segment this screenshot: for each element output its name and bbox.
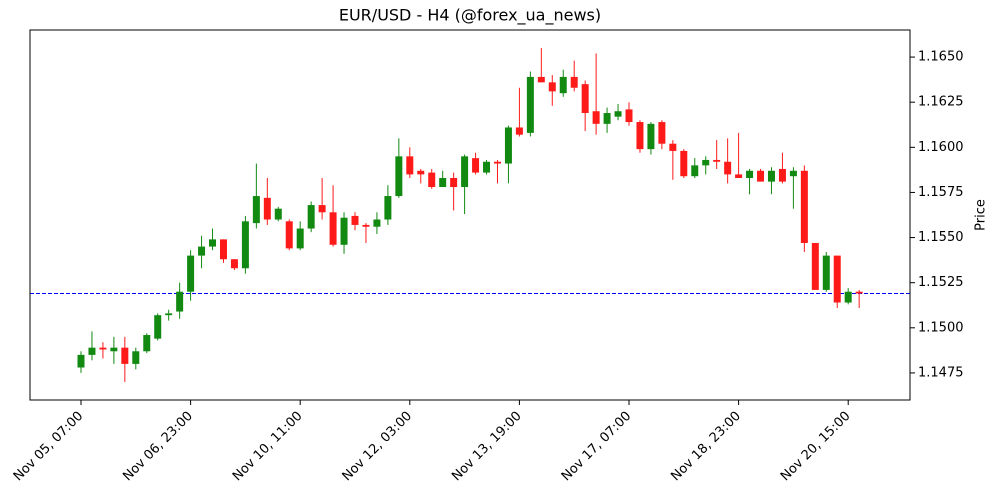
candle-body [833,255,841,303]
candle-body [110,347,118,352]
y-tick-label: 1.1525 [918,275,964,290]
candle-body [439,178,447,188]
candle-body [614,111,622,117]
candle-body [789,170,797,177]
candle-body [669,143,677,151]
candle-body [472,158,480,173]
candle-body [384,196,392,220]
candle-body [307,205,315,229]
y-tick-label: 1.1650 [918,50,964,65]
y-tick-label: 1.1550 [918,230,964,245]
candle-body [680,150,688,177]
candle-body [121,347,129,364]
candle-body [746,170,754,178]
candle-body [88,347,96,355]
candle-body [285,221,293,249]
candle-body [362,224,370,227]
chart-title: EUR/USD - H4 (@forex_ua_news) [339,6,601,26]
candle-body [230,259,238,269]
candle-body [154,315,162,339]
candle-body [483,161,491,173]
candle-body [99,347,107,350]
candle-body [176,291,184,312]
candle-body [132,351,140,364]
candle-body [187,255,195,292]
candle-body [351,215,359,225]
candle-body [855,291,863,294]
candle-body [209,239,217,247]
candle-body [537,76,545,83]
candle-body [165,313,173,316]
candle-body [395,156,403,197]
candle-body [713,159,721,162]
candle-body [373,219,381,227]
candle-body [263,197,271,220]
candle-body [198,246,206,256]
candle-body [724,161,732,175]
candle-body [658,122,666,144]
candle-body [691,165,699,177]
candle-body [735,174,743,178]
candle-body [340,217,348,245]
candle-body [515,127,523,135]
candle-body [778,168,786,182]
candle-body [252,196,260,224]
candle-body [296,228,304,249]
candle-body [757,170,765,182]
candle-body [603,113,611,124]
y-tick-label: 1.1575 [918,185,964,200]
candle-body [77,354,85,368]
candle-body [570,76,578,88]
candle-body [526,76,534,133]
candle-body [702,159,710,166]
candle-body [219,239,227,260]
y-axis-label: Price [974,199,989,231]
candle-body [811,242,819,290]
candle-body [241,221,249,269]
candle-body [559,76,567,94]
y-tick-label: 1.1500 [918,320,964,335]
candle-body [329,212,337,245]
candle-body [493,161,501,164]
candle-body [450,178,458,188]
candle-body [844,291,852,303]
candle-body [647,123,655,150]
y-tick-label: 1.1475 [918,365,964,380]
candle-body [592,111,600,124]
candle-body [461,156,469,188]
candle-body [581,84,589,114]
candle-body [625,109,633,123]
candle-body [636,122,644,150]
candle-body [417,170,425,175]
candle-body [318,205,326,213]
candle-body [822,255,830,290]
candle-body [406,156,414,175]
candle-body [800,170,808,243]
plot-frame [29,29,911,401]
candle-body [504,127,512,164]
candle-body [274,208,282,220]
y-tick-label: 1.1625 [918,95,964,110]
candle-body [143,335,151,352]
candle-body [428,172,436,188]
candle-body [767,170,775,182]
y-tick-label: 1.1600 [918,140,964,155]
candle-body [548,82,556,92]
